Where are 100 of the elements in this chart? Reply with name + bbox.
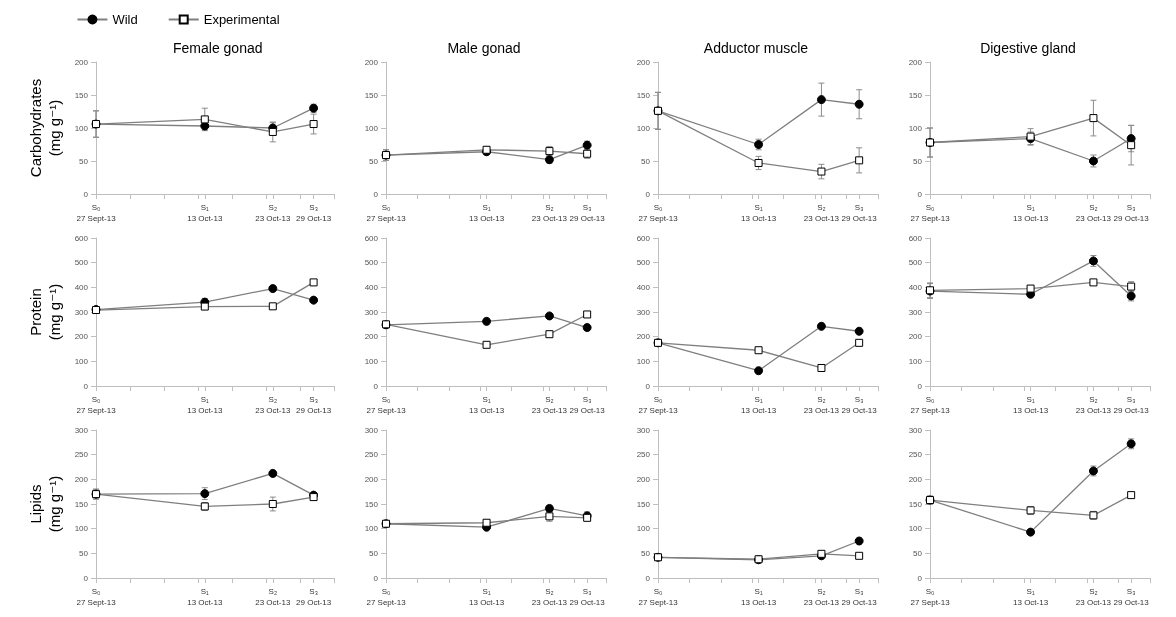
y-axis-title: Lipids (mg g⁻¹) (26, 475, 63, 533)
x-tick-label: S₂ 23 Oct-13 (1075, 395, 1112, 415)
y-tick-label: 0 (645, 189, 651, 199)
y-tick-label: 200 (636, 57, 651, 67)
x-tick-label: S₃ 29 Oct-13 (1113, 395, 1150, 415)
x-tick-label: S₂ 23 Oct-13 (803, 395, 840, 415)
x-tick-label: S₀ 27 Sept-13 (76, 395, 117, 415)
y-tick-label: 100 (908, 356, 923, 366)
y-tick-label: 500 (74, 258, 89, 268)
y-tick-label: 100 (364, 356, 379, 366)
y-tick-label: 0 (83, 189, 89, 199)
y-tick-label: 400 (364, 282, 379, 292)
x-tick-label: S₃ 29 Oct-13 (296, 587, 332, 607)
y-tick-label: 0 (373, 573, 379, 583)
y-axis-title: Carbohydrates (mg g⁻¹) (26, 78, 63, 178)
x-tick-label: S₁ 13 Oct-13 (741, 395, 777, 415)
x-tick-label: S₃ 29 Oct-13 (296, 203, 332, 223)
y-tick-label: 300 (364, 425, 379, 435)
x-tick-label: S₂ 23 Oct-13 (1075, 587, 1112, 607)
x-tick-label: S₀ 27 Sept-13 (366, 203, 407, 223)
chart-title: Male gonad (447, 40, 521, 56)
y-tick-label: 50 (79, 156, 89, 166)
x-tick-label: S₀ 27 Sept-13 (76, 203, 117, 223)
y-tick-label: 200 (74, 332, 89, 342)
x-tick-label: S₀ 27 Sept-13 (638, 203, 679, 223)
x-tick-label: S₃ 29 Oct-13 (841, 587, 878, 607)
x-tick-label: S₀ 27 Sept-13 (910, 587, 951, 607)
x-tick-label: S₂ 23 Oct-13 (255, 587, 291, 607)
y-tick-label: 100 (364, 524, 379, 534)
y-tick-label: 0 (373, 189, 379, 199)
x-tick-label: S₀ 27 Sept-13 (76, 587, 117, 607)
y-tick-label: 50 (79, 548, 89, 558)
y-tick-label: 200 (636, 332, 651, 342)
y-tick-label: 250 (908, 450, 923, 460)
y-tick-label: 50 (913, 548, 923, 558)
y-tick-label: 0 (917, 573, 923, 583)
x-tick-label: S₃ 29 Oct-13 (569, 395, 606, 415)
y-tick-label: 0 (83, 573, 89, 583)
x-tick-label: S₀ 27 Sept-13 (638, 395, 679, 415)
x-tick-label: S₃ 29 Oct-13 (569, 587, 606, 607)
y-tick-label: 200 (636, 474, 651, 484)
y-tick-label: 50 (641, 548, 651, 558)
x-tick-label: S₃ 29 Oct-13 (296, 395, 332, 415)
x-tick-label: S₀ 27 Sept-13 (638, 587, 679, 607)
x-tick-label: S₃ 29 Oct-13 (1113, 203, 1150, 223)
y-tick-label: 100 (74, 524, 89, 534)
y-tick-label: 500 (908, 258, 923, 268)
x-tick-label: S₂ 23 Oct-13 (531, 203, 568, 223)
y-tick-label: 50 (641, 156, 651, 166)
y-tick-label: 150 (364, 90, 379, 100)
y-tick-label: 300 (636, 307, 651, 317)
x-tick-label: S₃ 29 Oct-13 (841, 395, 878, 415)
y-tick-label: 600 (908, 233, 923, 243)
y-tick-label: 100 (908, 123, 923, 133)
x-tick-label: S₃ 29 Oct-13 (569, 203, 606, 223)
x-tick-label: S₀ 27 Sept-13 (910, 203, 951, 223)
y-tick-label: 50 (369, 548, 379, 558)
y-tick-label: 500 (364, 258, 379, 268)
x-tick-label: S₁ 13 Oct-13 (1013, 203, 1049, 223)
chart-title: Adductor muscle (703, 40, 809, 56)
x-tick-label: S₀ 27 Sept-13 (366, 395, 407, 415)
x-tick-label: S₀ 27 Sept-13 (366, 587, 407, 607)
y-tick-label: 150 (74, 90, 89, 100)
x-tick-label: S₁ 13 Oct-13 (187, 203, 223, 223)
y-tick-label: 100 (908, 524, 923, 534)
y-tick-label: 0 (83, 381, 89, 391)
y-tick-label: 500 (636, 258, 651, 268)
x-tick-label: S₂ 23 Oct-13 (531, 587, 568, 607)
y-tick-label: 0 (645, 573, 651, 583)
x-tick-label: S₁ 13 Oct-13 (741, 203, 777, 223)
y-tick-label: 150 (364, 499, 379, 509)
x-tick-label: S₂ 23 Oct-13 (1075, 203, 1112, 223)
y-tick-label: 150 (908, 90, 923, 100)
y-tick-label: 250 (364, 450, 379, 460)
x-tick-label: S₁ 13 Oct-13 (1013, 587, 1049, 607)
y-tick-label: 150 (908, 499, 923, 509)
y-tick-label: 100 (364, 123, 379, 133)
y-tick-label: 200 (908, 474, 923, 484)
y-tick-label: 300 (74, 307, 89, 317)
y-tick-label: 200 (908, 57, 923, 67)
y-tick-label: 150 (636, 90, 651, 100)
y-tick-label: 400 (74, 282, 89, 292)
x-tick-label: S₁ 13 Oct-13 (1013, 395, 1049, 415)
y-tick-label: 300 (636, 425, 651, 435)
x-tick-label: S₃ 29 Oct-13 (841, 203, 878, 223)
y-tick-label: 200 (74, 57, 89, 67)
x-tick-label: S₁ 13 Oct-13 (187, 587, 223, 607)
y-tick-label: 100 (74, 123, 89, 133)
x-tick-label: S₀ 27 Sept-13 (910, 395, 951, 415)
x-tick-label: S₂ 23 Oct-13 (803, 203, 840, 223)
y-tick-label: 200 (364, 57, 379, 67)
y-tick-label: 400 (636, 282, 651, 292)
x-tick-label: S₁ 13 Oct-13 (469, 203, 505, 223)
y-tick-label: 100 (636, 123, 651, 133)
y-tick-label: 600 (74, 233, 89, 243)
y-tick-label: 300 (74, 425, 89, 435)
y-tick-label: 400 (908, 282, 923, 292)
x-tick-label: S₃ 29 Oct-13 (1113, 587, 1150, 607)
x-tick-label: S₁ 13 Oct-13 (469, 587, 505, 607)
legend-label: Wild (112, 12, 138, 27)
